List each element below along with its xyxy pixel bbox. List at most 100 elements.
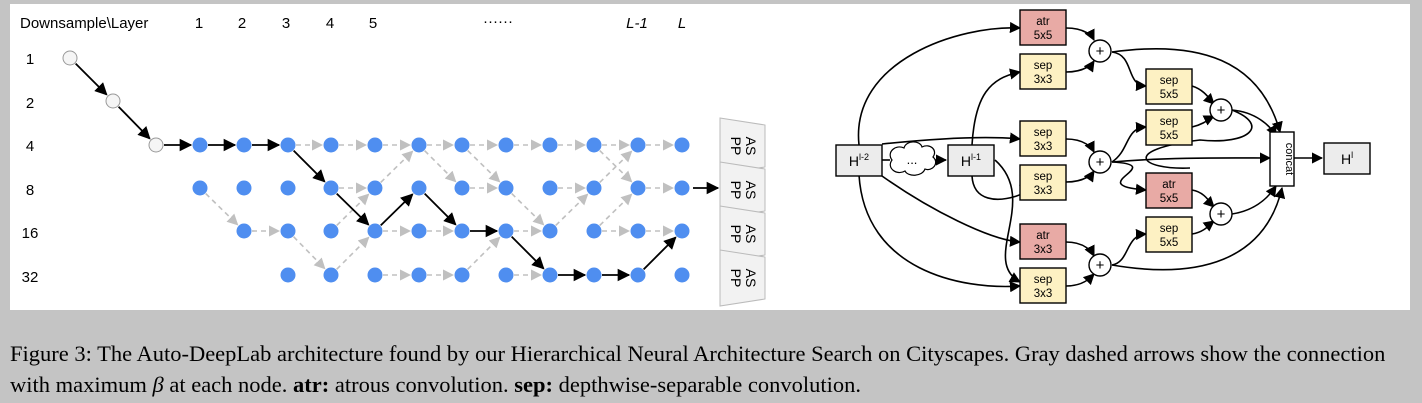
caption-sep-term: sep:: [514, 372, 553, 397]
op-kernel-label: 3x3: [1034, 185, 1053, 197]
lattice-node: [586, 223, 602, 239]
lattice-node: [236, 137, 252, 153]
op-box-op4: sep 5x5: [1145, 109, 1193, 146]
lattice-node: [192, 137, 208, 153]
op-kernel-label: 5x5: [1034, 30, 1053, 42]
lattice-node: [586, 267, 602, 283]
lattice-node: [323, 267, 339, 283]
edge-hl1-op2: [971, 68, 1022, 146]
lattice-node: [411, 223, 427, 239]
concat-node: concat: [1269, 131, 1295, 187]
op-box-op1: atr 5x5: [1019, 9, 1067, 46]
path-arrow: [511, 236, 545, 270]
dashed-arrow: [555, 193, 589, 226]
lattice-node: [630, 180, 646, 196]
path-arrow: [117, 106, 151, 140]
op-kernel-label: 5x5: [1160, 237, 1179, 249]
downsample-label-4: 4: [26, 138, 34, 155]
node-output: Hl: [1323, 142, 1371, 175]
edge-add5-concat: [1111, 186, 1286, 271]
lattice-node: [542, 267, 558, 283]
lattice-node: [498, 180, 514, 196]
dashed-arrow: [467, 150, 501, 183]
downsample-label-8: 8: [26, 182, 34, 199]
edge-add3-op7: [1111, 161, 1148, 195]
op-type-label: sep: [1034, 274, 1053, 286]
node-output-label: Hl: [1341, 150, 1353, 167]
op-box-op3: sep 5x5: [1145, 68, 1193, 105]
node-hl2-label: Hl-2: [849, 152, 869, 169]
caption-atr-term: atr:: [293, 372, 330, 397]
dashed-arrow: [424, 150, 457, 183]
edge-add1-op3: [1111, 51, 1148, 92]
layer-label-ellipsis: ······: [483, 13, 513, 30]
adder-5: +: [1088, 253, 1112, 277]
path-arrow: [380, 193, 414, 227]
dashed-arrow: [599, 150, 633, 183]
plus-sign: +: [1217, 102, 1226, 119]
op-type-label: atr: [1036, 230, 1050, 242]
downsample-label-1: 1: [26, 51, 34, 68]
lattice-node: [411, 137, 427, 153]
layer-label-1: 1: [195, 15, 203, 32]
edge-op4-add2: [1191, 115, 1216, 128]
adder-1: +: [1088, 39, 1112, 63]
op-kernel-label: 5x5: [1160, 193, 1179, 205]
dashed-arrow: [380, 150, 414, 183]
cell-connections: [857, 21, 1324, 293]
plus-sign: +: [1096, 154, 1105, 171]
caption-mid: at each node.: [163, 372, 294, 397]
adder-2: +: [1209, 98, 1233, 122]
op-box-op7: atr 5x5: [1145, 172, 1193, 209]
aspp-block-32: ASPP: [719, 249, 766, 307]
edge-op8-add4: [1191, 220, 1215, 235]
dashed-arrow: [599, 193, 633, 226]
lattice-node: [674, 223, 690, 239]
op-boxes: atr 5x5 sep 3x3 sep 5x5 sep 5x5 sep 3x3 sep 3x3 atr 5…: [1019, 9, 1193, 304]
op-box-op5: sep 3x3: [1019, 120, 1067, 157]
edge-add3-op4: [1111, 121, 1148, 163]
dashed-arrow: [205, 193, 239, 226]
layer-label-4: 4: [326, 15, 334, 32]
figure-caption: Figure 3: The Auto-DeepLab architecture …: [10, 338, 1415, 400]
lattice-node: [367, 180, 383, 196]
edge-add5-op8: [1111, 228, 1148, 266]
lattice-node: [674, 137, 690, 153]
layer-label-3: 3: [282, 15, 290, 32]
op-kernel-label: 3x3: [1034, 244, 1053, 256]
lattice-node: [367, 223, 383, 239]
lattice-node: [630, 137, 646, 153]
edge-op6-add3: [1065, 170, 1095, 183]
layer-label-5: 5: [369, 15, 377, 32]
lattice-node: [454, 223, 470, 239]
edge-op9-add5: [1065, 241, 1095, 258]
op-kernel-label: 5x5: [1160, 130, 1179, 142]
aspp-block-16: ASPP: [719, 205, 766, 263]
adder-4: +: [1209, 202, 1233, 226]
edge-hl2-op10: [858, 174, 1022, 293]
edge-op7-add4: [1191, 189, 1215, 208]
lattice-node: [367, 137, 383, 153]
edge-op10-add5: [1065, 273, 1095, 287]
lattice-node: [454, 137, 470, 153]
lattice-node: [236, 180, 252, 196]
cloud-ellipsis-text: ...: [907, 152, 918, 167]
lattice-node: [323, 223, 339, 239]
op-kernel-label: 5x5: [1160, 89, 1179, 101]
aspp-label-8: ASPP: [728, 181, 759, 200]
op-type-label: sep: [1160, 75, 1179, 87]
dashed-arrow: [467, 236, 501, 270]
node-hl2: Hl-2: [835, 144, 883, 177]
lattice-node: [323, 180, 339, 196]
edge-add2-loop: [1145, 109, 1253, 169]
path-arrow: [424, 193, 457, 226]
stem-node: [148, 137, 164, 153]
lattice-node: [192, 180, 208, 196]
concat-label: concat: [1283, 143, 1295, 175]
lattice-node: [367, 267, 383, 283]
node-hl1: Hl-1: [947, 144, 995, 177]
path-arrow: [336, 192, 370, 226]
dashed-arrow: [336, 236, 370, 270]
downsample-label-32: 32: [22, 269, 39, 286]
